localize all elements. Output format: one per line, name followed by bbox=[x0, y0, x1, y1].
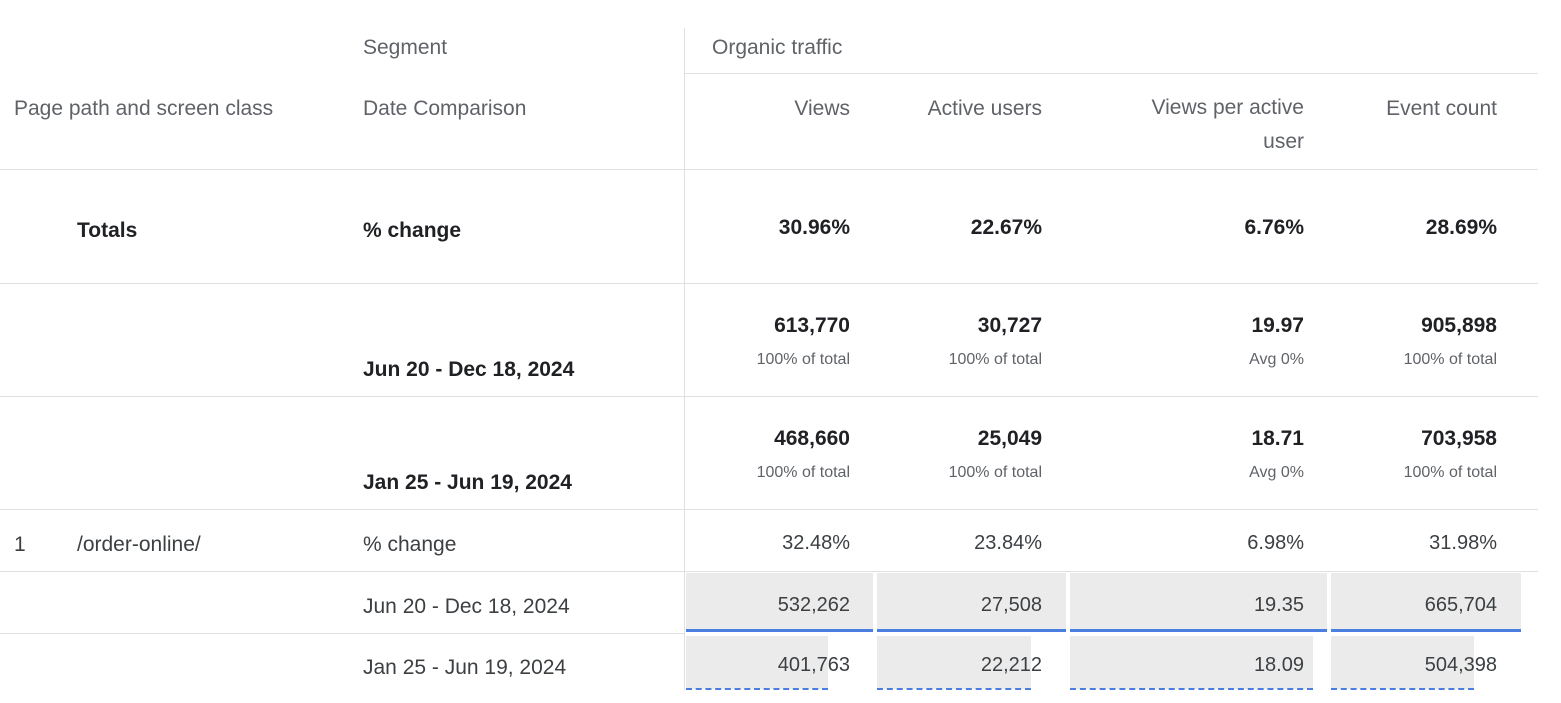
totals-period1-event-count: 905,898 bbox=[1421, 314, 1497, 337]
row-page-path-link[interactable]: /order-online/ bbox=[77, 533, 201, 556]
row-period1-event-count-bar bbox=[1331, 573, 1521, 630]
segment-column-header: Segment bbox=[363, 36, 448, 59]
row-period2-label: Jan 25 - Jun 19, 2024 bbox=[363, 656, 567, 679]
row-index: 1 bbox=[14, 533, 26, 556]
totals-period2-views-share: 100% of total bbox=[756, 464, 850, 481]
row-period2-event-count-line bbox=[1331, 688, 1474, 690]
row-divider bbox=[0, 396, 1538, 397]
row-views-per-user-change: 6.98% bbox=[1247, 532, 1304, 554]
row-period2-active-users-line bbox=[877, 688, 1031, 690]
row-divider bbox=[0, 283, 1538, 284]
totals-change-label: % change bbox=[363, 219, 462, 242]
row-period1-views-per-user: 19.35 bbox=[1253, 594, 1304, 616]
totals-active-users-change: 22.67% bbox=[970, 216, 1042, 239]
totals-period2-views-per-user: 18.71 bbox=[1251, 427, 1304, 450]
event-count-column-header[interactable]: Event count bbox=[1386, 97, 1497, 120]
row-period1-views-bar bbox=[686, 573, 873, 630]
totals-event-count-change: 28.69% bbox=[1425, 216, 1497, 239]
row-period1-active-users-bar bbox=[877, 573, 1066, 630]
row-period1-label: Jun 20 - Dec 18, 2024 bbox=[363, 595, 570, 618]
row-period1-event-count-line bbox=[1331, 629, 1521, 632]
totals-period1-active-users-share: 100% of total bbox=[948, 351, 1042, 368]
row-period1-views: 532,262 bbox=[777, 594, 850, 616]
header-bottom-divider bbox=[0, 169, 1538, 170]
totals-period1-label: Jun 20 - Dec 18, 2024 bbox=[363, 358, 575, 381]
row-period1-active-users-line bbox=[877, 629, 1066, 632]
totals-period2-views: 468,660 bbox=[774, 427, 850, 450]
row-active-users-change: 23.84% bbox=[974, 532, 1042, 554]
row-period1-event-count: 665,704 bbox=[1424, 594, 1497, 616]
comparison-column-header[interactable]: Date Comparison bbox=[363, 97, 527, 120]
active-users-column-header[interactable]: Active users bbox=[927, 97, 1042, 120]
row-period1-active-users: 27,508 bbox=[980, 594, 1042, 616]
totals-label: Totals bbox=[77, 219, 138, 242]
row-period2-views: 401,763 bbox=[777, 654, 850, 676]
row-period2-event-count: 504,398 bbox=[1424, 654, 1497, 676]
totals-period1-event-count-share: 100% of total bbox=[1403, 351, 1497, 368]
segment-name: Organic traffic bbox=[712, 36, 843, 59]
dimension-column-header[interactable]: Page path and screen class bbox=[14, 97, 274, 120]
views-per-active-user-header-line2: user bbox=[1263, 130, 1304, 153]
totals-period2-views-per-user-avg: Avg 0% bbox=[1249, 464, 1304, 481]
row-period2-active-users-bar bbox=[877, 636, 1031, 689]
row-divider bbox=[0, 571, 1538, 572]
row-period2-views-per-user-line bbox=[1070, 688, 1313, 690]
row-views-change: 32.48% bbox=[782, 532, 850, 554]
totals-period1-views: 613,770 bbox=[774, 314, 850, 337]
header-divider bbox=[685, 73, 1538, 74]
row-period1-views-line bbox=[686, 629, 873, 632]
row-period2-event-count-bar bbox=[1331, 636, 1474, 689]
row-period1-views-per-user-bar bbox=[1070, 573, 1327, 630]
totals-period2-active-users: 25,049 bbox=[977, 427, 1042, 450]
totals-period2-event-count-share: 100% of total bbox=[1403, 464, 1497, 481]
row-period2-views-per-user: 18.09 bbox=[1253, 654, 1304, 676]
row-divider bbox=[0, 509, 1538, 510]
totals-period2-label: Jan 25 - Jun 19, 2024 bbox=[363, 471, 572, 494]
views-per-active-user-column-header[interactable]: Views per active user bbox=[1151, 91, 1304, 159]
row-change-label: % change bbox=[363, 533, 457, 556]
totals-period1-active-users: 30,727 bbox=[977, 314, 1042, 337]
row-divider bbox=[0, 633, 685, 634]
totals-period1-views-per-user: 19.97 bbox=[1251, 314, 1304, 337]
row-period2-views-bar bbox=[686, 636, 828, 689]
views-column-header[interactable]: Views bbox=[794, 97, 850, 120]
totals-views-per-user-change: 6.76% bbox=[1244, 216, 1304, 239]
row-event-count-change: 31.98% bbox=[1429, 532, 1497, 554]
row-period1-views-per-user-line bbox=[1070, 629, 1327, 632]
totals-views-change: 30.96% bbox=[778, 216, 850, 239]
column-divider bbox=[684, 28, 685, 690]
row-period2-views-line bbox=[686, 688, 828, 690]
totals-period2-active-users-share: 100% of total bbox=[948, 464, 1042, 481]
row-period2-views-per-user-bar bbox=[1070, 636, 1313, 689]
totals-period1-views-share: 100% of total bbox=[756, 351, 850, 368]
totals-period2-event-count: 703,958 bbox=[1421, 427, 1497, 450]
views-per-active-user-header-line1: Views per active bbox=[1151, 96, 1304, 119]
row-period2-active-users: 22,212 bbox=[980, 654, 1042, 676]
totals-period1-views-per-user-avg: Avg 0% bbox=[1249, 351, 1304, 368]
